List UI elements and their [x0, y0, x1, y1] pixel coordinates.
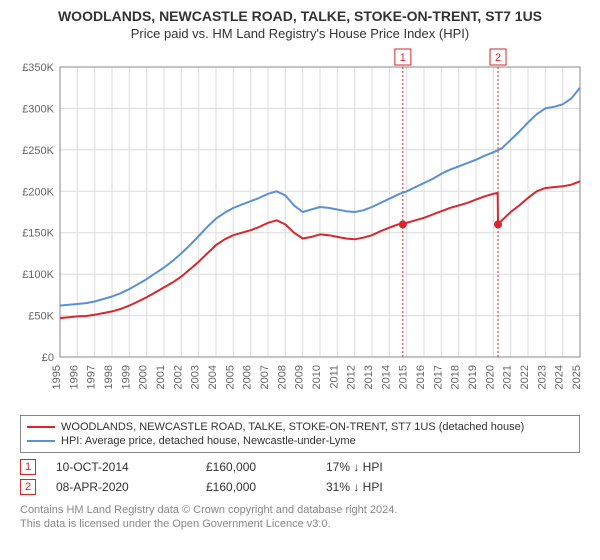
sales-table: 1 10-OCT-2014 £160,000 17% ↓ HPI 2 08-AP… — [20, 457, 580, 497]
svg-text:2009: 2009 — [294, 365, 306, 389]
legend-swatch-property — [27, 426, 55, 428]
svg-text:2023: 2023 — [536, 365, 548, 389]
sale-marker-badge: 1 — [20, 459, 36, 475]
caption-line1: Contains HM Land Registry data © Crown c… — [20, 503, 580, 517]
sales-row: 2 08-APR-2020 £160,000 31% ↓ HPI — [20, 477, 580, 497]
legend-label-property: WOODLANDS, NEWCASTLE ROAD, TALKE, STOKE-… — [61, 421, 524, 433]
svg-text:2010: 2010 — [311, 365, 323, 389]
svg-text:2008: 2008 — [276, 365, 288, 389]
chart-title-line2: Price paid vs. HM Land Registry's House … — [0, 24, 600, 47]
svg-text:£100K: £100K — [22, 269, 54, 281]
svg-text:1996: 1996 — [68, 365, 80, 389]
caption-line2: This data is licensed under the Open Gov… — [20, 517, 580, 531]
svg-text:£350K: £350K — [22, 62, 54, 74]
svg-text:2021: 2021 — [502, 365, 514, 389]
caption: Contains HM Land Registry data © Crown c… — [20, 503, 580, 532]
legend-swatch-hpi — [27, 440, 55, 442]
svg-text:2005: 2005 — [224, 365, 236, 389]
svg-text:2017: 2017 — [432, 365, 444, 389]
svg-text:2006: 2006 — [242, 365, 254, 389]
svg-text:2016: 2016 — [415, 365, 427, 389]
svg-text:2002: 2002 — [172, 365, 184, 389]
svg-text:1999: 1999 — [120, 365, 132, 389]
sale-delta: 31% ↓ HPI — [326, 480, 446, 494]
svg-text:2004: 2004 — [207, 365, 219, 389]
svg-text:2013: 2013 — [363, 365, 375, 389]
svg-text:2007: 2007 — [259, 365, 271, 389]
legend-label-hpi: HPI: Average price, detached house, Newc… — [61, 435, 356, 447]
svg-text:2024: 2024 — [554, 365, 566, 389]
legend-box: WOODLANDS, NEWCASTLE ROAD, TALKE, STOKE-… — [20, 415, 580, 453]
svg-text:2015: 2015 — [398, 365, 410, 389]
svg-text:£50K: £50K — [28, 311, 54, 323]
svg-text:£0: £0 — [42, 352, 54, 364]
line-chart-svg: £0 £50K £100K £150K £200K £250K £300K £350K 1995… — [10, 47, 590, 407]
svg-text:£250K: £250K — [22, 145, 54, 157]
legend-item-property: WOODLANDS, NEWCASTLE ROAD, TALKE, STOKE-… — [27, 420, 573, 434]
svg-text:2019: 2019 — [467, 365, 479, 389]
svg-text:1998: 1998 — [103, 365, 115, 389]
sale-marker-badge: 2 — [20, 479, 36, 495]
sale-date: 08-APR-2020 — [56, 480, 206, 494]
svg-text:2020: 2020 — [484, 365, 496, 389]
sale-price: £160,000 — [206, 460, 326, 474]
svg-text:2022: 2022 — [519, 365, 531, 389]
svg-text:£150K: £150K — [22, 228, 54, 240]
svg-text:2011: 2011 — [328, 365, 340, 389]
svg-text:2001: 2001 — [155, 365, 167, 389]
svg-text:£300K: £300K — [22, 103, 54, 115]
legend-item-hpi: HPI: Average price, detached house, Newc… — [27, 434, 573, 448]
sales-row: 1 10-OCT-2014 £160,000 17% ↓ HPI — [20, 457, 580, 477]
svg-text:2000: 2000 — [138, 365, 150, 389]
svg-text:1995: 1995 — [51, 365, 63, 389]
sale-price: £160,000 — [206, 480, 326, 494]
chart-title-line1: WOODLANDS, NEWCASTLE ROAD, TALKE, STOKE-… — [0, 0, 600, 24]
svg-text:£200K: £200K — [22, 186, 54, 198]
chart-area: £0 £50K £100K £150K £200K £250K £300K £350K 1995… — [10, 47, 590, 407]
svg-text:1: 1 — [400, 52, 406, 64]
svg-text:1997: 1997 — [86, 365, 98, 389]
svg-text:2: 2 — [495, 52, 501, 64]
sale-delta: 17% ↓ HPI — [326, 460, 446, 474]
svg-text:2025: 2025 — [571, 365, 583, 389]
svg-text:2012: 2012 — [346, 365, 358, 389]
sale-date: 10-OCT-2014 — [56, 460, 206, 474]
svg-text:2018: 2018 — [450, 365, 462, 389]
svg-text:2003: 2003 — [190, 365, 202, 389]
svg-text:2014: 2014 — [380, 365, 392, 389]
